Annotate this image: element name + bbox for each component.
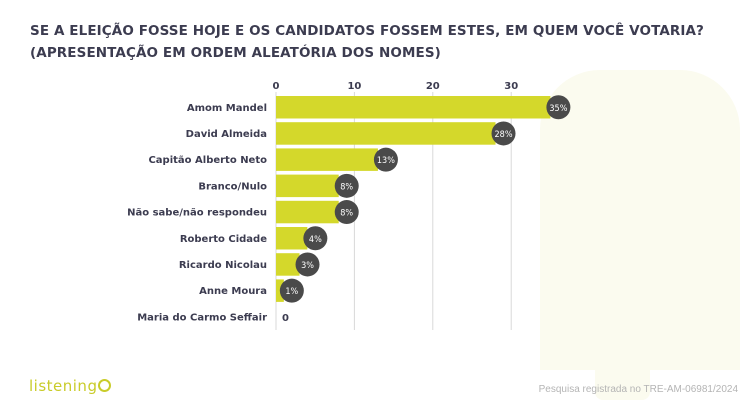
value-label: 1%: [285, 287, 298, 297]
value-badge: [334, 173, 359, 198]
category-label: Branco/Nulo: [198, 181, 267, 192]
bar: [276, 253, 300, 276]
category-label: Não sabe/não respondeu: [127, 208, 267, 219]
value-badge: [373, 147, 398, 172]
chart-title: SE A ELEIÇÃO FOSSE HOJE E OS CANDIDATOS …: [30, 23, 704, 61]
logo-text: listening: [29, 377, 98, 395]
value-badge: [334, 200, 359, 225]
value-label: 8%: [340, 182, 353, 192]
bar: [276, 227, 308, 250]
x-tick-label: 10: [347, 81, 361, 92]
category-label: Roberto Cidade: [180, 234, 267, 245]
value-label: 3%: [301, 261, 314, 271]
value-badge: [303, 226, 328, 251]
value-label: 0: [282, 313, 289, 324]
value-label: 28%: [495, 130, 513, 140]
registration-note: Pesquisa registrada no TRE-AM-06981/2024: [538, 384, 738, 395]
bar: [276, 174, 339, 198]
bar: [276, 96, 551, 119]
value-badge: [279, 278, 304, 303]
bar: [276, 200, 339, 224]
value-badge: [546, 95, 571, 120]
category-label: Capitão Alberto Neto: [148, 155, 267, 166]
category-label: Maria do Carmo Seffair: [137, 312, 267, 323]
value-badge: [295, 252, 320, 277]
category-label: Anne Moura: [199, 286, 267, 297]
x-tick-label: 20: [426, 81, 440, 92]
background-question-mark-decoration: [540, 70, 740, 370]
value-label: 4%: [309, 235, 322, 245]
bar: [276, 148, 378, 171]
value-label: 35%: [549, 104, 567, 114]
value-label: 13%: [377, 156, 395, 166]
value-label: 8%: [340, 209, 353, 219]
background-question-mark-dot: [595, 345, 650, 400]
value-badge: [491, 121, 516, 146]
category-label: Ricardo Nicolau: [179, 260, 267, 271]
listening-logo: listening: [29, 377, 112, 395]
x-tick-label: 30: [504, 81, 518, 92]
bar: [276, 122, 496, 145]
x-tick-label: 0: [273, 81, 280, 92]
category-label: David Almeida: [186, 129, 267, 140]
logo-mark-icon: [98, 379, 112, 392]
category-label: Amom Mandel: [187, 103, 267, 114]
